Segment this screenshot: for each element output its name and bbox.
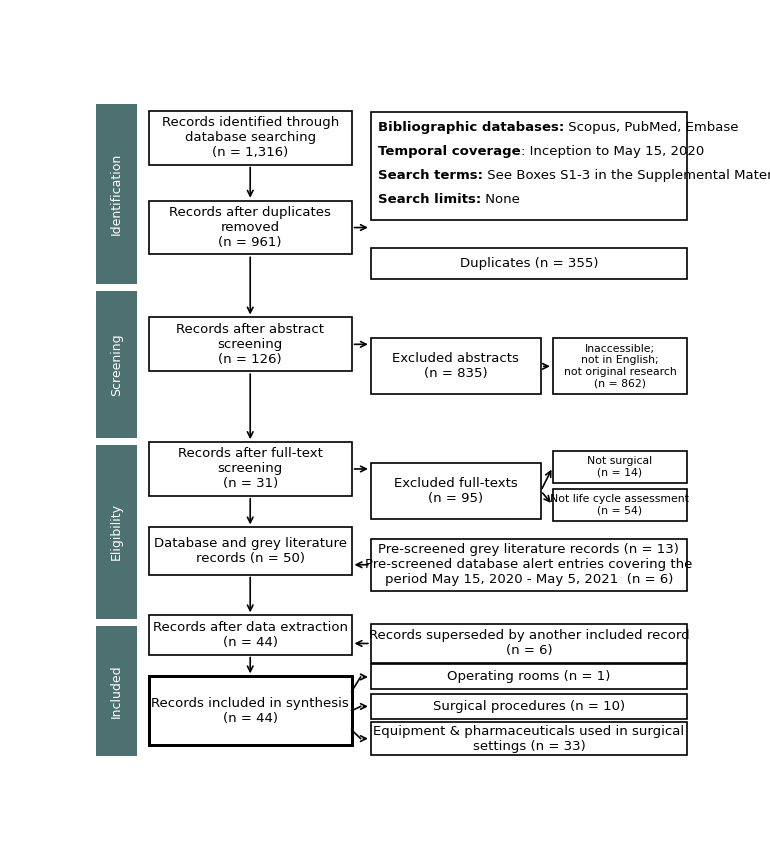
FancyBboxPatch shape — [553, 338, 687, 394]
FancyBboxPatch shape — [553, 452, 687, 483]
Text: Operating rooms (n = 1): Operating rooms (n = 1) — [447, 671, 611, 683]
Text: Identification: Identification — [110, 153, 123, 235]
FancyBboxPatch shape — [96, 291, 137, 438]
Text: Screening: Screening — [110, 333, 123, 396]
FancyBboxPatch shape — [96, 104, 137, 284]
Text: Not life cycle assessment
(n = 54): Not life cycle assessment (n = 54) — [551, 494, 689, 515]
Text: Database and grey literature
records (n = 50): Database and grey literature records (n … — [154, 537, 346, 565]
FancyBboxPatch shape — [149, 201, 352, 255]
FancyBboxPatch shape — [371, 694, 687, 719]
Text: Scopus, PubMed, Embase: Scopus, PubMed, Embase — [564, 121, 738, 135]
Text: Eligibility: Eligibility — [110, 504, 123, 561]
Text: Surgical procedures (n = 10): Surgical procedures (n = 10) — [433, 700, 625, 713]
FancyBboxPatch shape — [371, 463, 541, 519]
FancyBboxPatch shape — [553, 489, 687, 521]
Text: See Boxes S1-3 in the Supplemental Material: See Boxes S1-3 in the Supplemental Mater… — [483, 169, 770, 181]
FancyBboxPatch shape — [149, 442, 352, 496]
Text: Records after full-text
screening
(n = 31): Records after full-text screening (n = 3… — [178, 447, 323, 491]
FancyBboxPatch shape — [149, 615, 352, 654]
Text: Records after abstract
screening
(n = 126): Records after abstract screening (n = 12… — [176, 323, 324, 366]
FancyBboxPatch shape — [96, 446, 137, 619]
FancyBboxPatch shape — [371, 624, 687, 663]
FancyBboxPatch shape — [149, 527, 352, 574]
Text: None: None — [481, 193, 520, 205]
Text: Excluded full-texts
(n = 95): Excluded full-texts (n = 95) — [394, 477, 517, 505]
FancyBboxPatch shape — [371, 665, 687, 689]
Text: : Inception to May 15, 2020: : Inception to May 15, 2020 — [521, 145, 704, 158]
Text: Included: Included — [110, 665, 123, 718]
Text: Search limits:: Search limits: — [378, 193, 481, 205]
Text: Search terms:: Search terms: — [378, 169, 483, 181]
FancyBboxPatch shape — [371, 112, 687, 221]
FancyBboxPatch shape — [149, 676, 352, 746]
Text: Not surgical
(n = 14): Not surgical (n = 14) — [588, 456, 652, 478]
Text: Equipment & pharmaceuticals used in surgical
settings (n = 33): Equipment & pharmaceuticals used in surg… — [373, 724, 685, 752]
Text: Records after data extraction
(n = 44): Records after data extraction (n = 44) — [152, 621, 348, 649]
FancyBboxPatch shape — [371, 248, 687, 279]
Text: Excluded abstracts
(n = 835): Excluded abstracts (n = 835) — [393, 352, 519, 380]
Text: Records identified through
database searching
(n = 1,316): Records identified through database sear… — [162, 116, 339, 159]
Text: Bibliographic databases:: Bibliographic databases: — [378, 121, 564, 135]
FancyBboxPatch shape — [149, 318, 352, 371]
FancyBboxPatch shape — [96, 625, 137, 757]
Text: Pre-screened grey literature records (n = 13)
Pre-screened database alert entrie: Pre-screened grey literature records (n … — [365, 544, 692, 586]
FancyBboxPatch shape — [371, 338, 541, 394]
Text: Inaccessible;
not in English;
not original research
(n = 862): Inaccessible; not in English; not origin… — [564, 344, 676, 389]
Text: Duplicates (n = 355): Duplicates (n = 355) — [460, 257, 598, 270]
Text: Records included in synthesis
(n = 44): Records included in synthesis (n = 44) — [152, 697, 349, 725]
FancyBboxPatch shape — [371, 538, 687, 591]
FancyBboxPatch shape — [149, 111, 352, 164]
Text: Records superseded by another included record
(n = 6): Records superseded by another included r… — [369, 630, 689, 658]
FancyBboxPatch shape — [371, 722, 687, 755]
Text: Temporal coverage: Temporal coverage — [378, 145, 521, 158]
Text: Records after duplicates
removed
(n = 961): Records after duplicates removed (n = 96… — [169, 206, 331, 249]
